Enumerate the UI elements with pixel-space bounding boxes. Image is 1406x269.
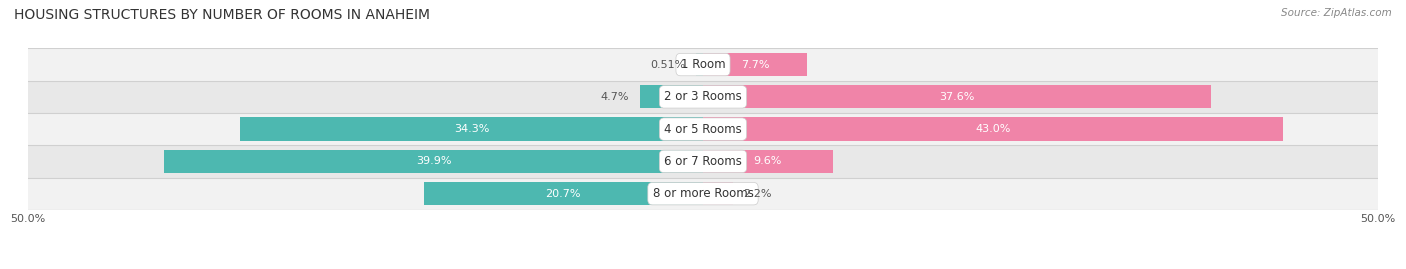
- Text: HOUSING STRUCTURES BY NUMBER OF ROOMS IN ANAHEIM: HOUSING STRUCTURES BY NUMBER OF ROOMS IN…: [14, 8, 430, 22]
- Text: 9.6%: 9.6%: [754, 156, 782, 167]
- Text: 0.51%: 0.51%: [650, 59, 685, 70]
- Text: 37.6%: 37.6%: [939, 92, 974, 102]
- Text: 34.3%: 34.3%: [454, 124, 489, 134]
- Text: 20.7%: 20.7%: [546, 189, 581, 199]
- Bar: [165, 150, 703, 173]
- Legend: Owner-occupied, Renter-occupied: Owner-occupied, Renter-occupied: [575, 266, 831, 269]
- Bar: [703, 53, 807, 76]
- Text: 2 or 3 Rooms: 2 or 3 Rooms: [664, 90, 742, 103]
- Bar: [703, 85, 1211, 108]
- Text: 43.0%: 43.0%: [976, 124, 1011, 134]
- Text: 4.7%: 4.7%: [600, 92, 628, 102]
- Bar: [28, 113, 1378, 145]
- Bar: [703, 118, 1284, 141]
- Bar: [640, 85, 703, 108]
- Bar: [28, 81, 1378, 113]
- Text: 39.9%: 39.9%: [416, 156, 451, 167]
- Text: 1 Room: 1 Room: [681, 58, 725, 71]
- Text: 8 or more Rooms: 8 or more Rooms: [652, 187, 754, 200]
- Text: Source: ZipAtlas.com: Source: ZipAtlas.com: [1281, 8, 1392, 18]
- Text: 2.2%: 2.2%: [744, 189, 772, 199]
- Text: 6 or 7 Rooms: 6 or 7 Rooms: [664, 155, 742, 168]
- Text: 4 or 5 Rooms: 4 or 5 Rooms: [664, 123, 742, 136]
- Bar: [696, 53, 703, 76]
- Bar: [703, 182, 733, 205]
- Bar: [28, 48, 1378, 81]
- Bar: [703, 150, 832, 173]
- Bar: [28, 145, 1378, 178]
- Bar: [423, 182, 703, 205]
- Text: 7.7%: 7.7%: [741, 59, 769, 70]
- Bar: [240, 118, 703, 141]
- Bar: [28, 178, 1378, 210]
